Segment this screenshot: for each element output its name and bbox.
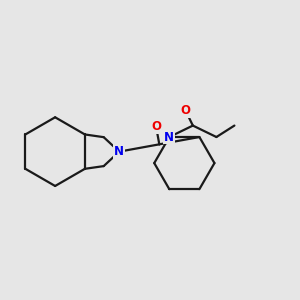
Text: N: N [164, 130, 174, 143]
Text: O: O [180, 104, 190, 117]
Text: O: O [151, 120, 161, 133]
Text: N: N [114, 145, 124, 158]
